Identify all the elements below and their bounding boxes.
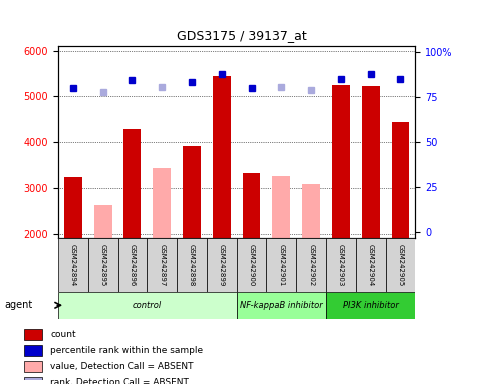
Bar	[362, 86, 380, 238]
Text: GSM242902: GSM242902	[308, 244, 314, 286]
Text: control: control	[133, 301, 162, 310]
Bar	[242, 173, 260, 238]
FancyBboxPatch shape	[267, 238, 296, 292]
Bar	[332, 85, 350, 238]
Text: NF-kappaB inhibitor: NF-kappaB inhibitor	[240, 301, 323, 310]
Text: GSM242894: GSM242894	[70, 244, 76, 286]
Text: PI3K inhibitor: PI3K inhibitor	[343, 301, 398, 310]
FancyBboxPatch shape	[356, 238, 385, 292]
Text: GSM242897: GSM242897	[159, 244, 165, 286]
Text: GSM242899: GSM242899	[219, 244, 225, 286]
Text: GDS3175 / 39137_at: GDS3175 / 39137_at	[177, 29, 306, 42]
FancyBboxPatch shape	[296, 238, 326, 292]
Text: GSM242900: GSM242900	[249, 244, 255, 286]
Text: agent: agent	[5, 300, 33, 310]
FancyBboxPatch shape	[237, 238, 267, 292]
FancyBboxPatch shape	[237, 292, 326, 319]
Bar	[24, 345, 42, 356]
Bar	[24, 361, 42, 372]
Bar	[24, 329, 42, 340]
FancyBboxPatch shape	[385, 238, 415, 292]
Text: GSM242898: GSM242898	[189, 244, 195, 286]
FancyBboxPatch shape	[117, 238, 147, 292]
Bar	[213, 76, 231, 238]
Bar	[64, 177, 82, 238]
FancyBboxPatch shape	[326, 238, 356, 292]
Text: GSM242903: GSM242903	[338, 244, 344, 286]
Text: GSM242904: GSM242904	[368, 244, 374, 286]
Bar	[153, 168, 171, 238]
Text: percentile rank within the sample: percentile rank within the sample	[50, 346, 203, 355]
Bar	[183, 146, 201, 238]
Bar	[94, 205, 112, 238]
Text: rank, Detection Call = ABSENT: rank, Detection Call = ABSENT	[50, 378, 189, 384]
Text: value, Detection Call = ABSENT: value, Detection Call = ABSENT	[50, 362, 194, 371]
Text: GSM242896: GSM242896	[129, 244, 135, 286]
Bar	[124, 129, 142, 238]
Text: count: count	[50, 330, 76, 339]
FancyBboxPatch shape	[58, 238, 88, 292]
Bar	[24, 377, 42, 384]
Text: GSM242901: GSM242901	[278, 244, 284, 286]
Bar	[302, 184, 320, 238]
FancyBboxPatch shape	[88, 238, 117, 292]
FancyBboxPatch shape	[58, 292, 237, 319]
FancyBboxPatch shape	[177, 238, 207, 292]
FancyBboxPatch shape	[147, 238, 177, 292]
Text: GSM242895: GSM242895	[99, 244, 106, 286]
FancyBboxPatch shape	[326, 292, 415, 319]
FancyBboxPatch shape	[207, 238, 237, 292]
Text: GSM242905: GSM242905	[398, 244, 403, 286]
Bar	[272, 176, 290, 238]
Bar	[392, 121, 410, 238]
